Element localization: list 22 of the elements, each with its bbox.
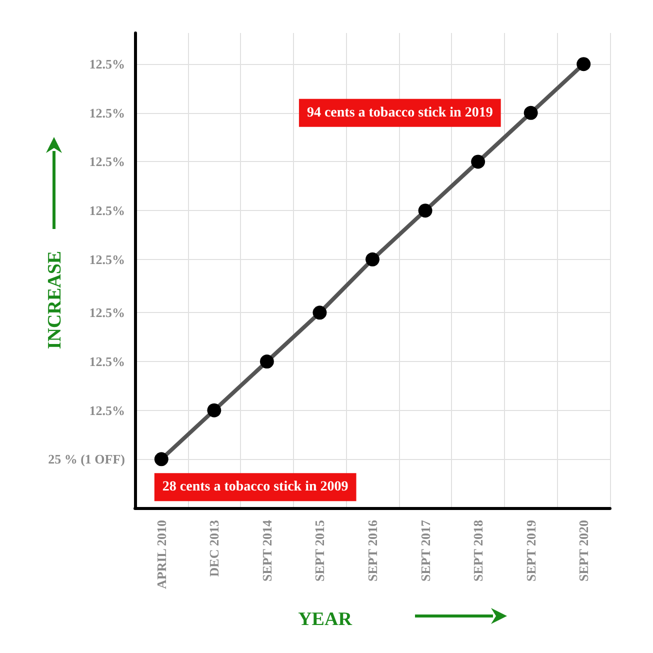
text: 12.5% [89,354,125,370]
x-tick-label: SEPT 2014 [259,520,274,582]
text: 12.5% [89,105,125,120]
text: 12.5% [89,154,125,170]
x-axis-title: YEAR [298,609,352,630]
text: 12.5% [89,402,125,418]
text: 12.5% [89,252,125,267]
text: 12.5% [89,203,125,218]
y-axis-title: INCREASE [44,250,66,350]
text: 25 % (1 OFF) [48,452,125,467]
x-tick-label: DEC 2013 [206,520,222,577]
text: 12.5% [89,56,125,72]
annotation: 28 cents a tobacco stick in 2009 [162,480,348,495]
x-tick-label: SEPT 2015 [312,520,328,582]
x-tick-label: SEPT 2017 [418,520,433,582]
x-tick-label: SEPT 2016 [365,520,380,582]
text: 12.5% [89,305,125,320]
x-tick-label: APRIL 2010 [154,520,169,589]
x-tick-label: SEPT 2018 [470,520,486,582]
annotation: 94 cents a tobacco stick in 2019 [306,105,493,120]
x-tick-label: SEPT 2020 [576,520,592,582]
x-tick-label: SEPT 2019 [523,520,538,582]
